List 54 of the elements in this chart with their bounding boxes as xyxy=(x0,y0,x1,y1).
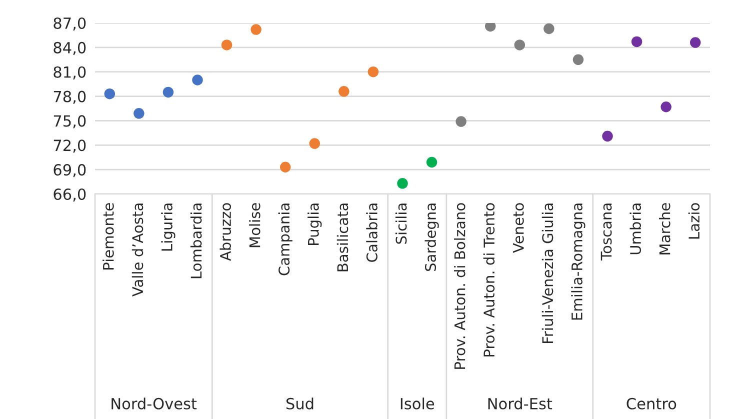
x-tick-label: Veneto xyxy=(513,203,524,253)
point xyxy=(309,138,320,149)
x-tick-label: Prov. Auton. di Trento xyxy=(483,203,495,356)
point xyxy=(631,36,642,48)
x-tick-label: Umbria xyxy=(630,204,642,254)
x-tick-label: Marche xyxy=(659,203,670,254)
text: Nord-Est xyxy=(488,398,552,410)
x-tick-label: Abruzzo xyxy=(220,203,232,261)
point xyxy=(544,23,554,34)
x-tick-label: Piemonte xyxy=(102,203,114,270)
text: Centro xyxy=(626,398,676,410)
x-tick-label: Campania xyxy=(278,204,292,276)
point xyxy=(514,40,526,50)
x-tick-label: Lombardia xyxy=(190,204,202,278)
point xyxy=(250,24,262,35)
point xyxy=(192,74,203,86)
y-tick-label: 81,0 xyxy=(54,66,86,80)
point xyxy=(397,178,408,189)
point xyxy=(660,101,672,112)
point xyxy=(280,162,291,173)
point xyxy=(602,130,613,142)
point xyxy=(134,108,144,119)
x-tick-label: Basilicata xyxy=(336,204,348,272)
point xyxy=(456,116,466,127)
x-tick-label: Lazio xyxy=(688,203,700,239)
x-tick-label: Toscana xyxy=(600,204,612,260)
y-tick-label: 75,0 xyxy=(54,115,86,128)
x-tick-label: Liguria xyxy=(161,204,176,251)
text: Nord-Ovest xyxy=(112,398,197,410)
x-tick-label: Puglia xyxy=(308,204,322,245)
x-tick-label: Emilia-Romagna xyxy=(571,204,586,320)
point xyxy=(221,40,232,50)
x-tick-label: Calabria xyxy=(366,204,378,262)
x-tick-label: Friuli-Venezia Giulia xyxy=(542,204,554,343)
x-tick-label: Prov. Auton. di Bolzano xyxy=(454,203,466,369)
point xyxy=(426,156,438,168)
x-tick-label: Sicilia xyxy=(395,204,407,244)
text: Isole xyxy=(400,398,434,410)
x-tick-label: Sardegna xyxy=(424,204,439,271)
point xyxy=(104,88,116,100)
point xyxy=(368,66,379,78)
y-tick-label: 69,0 xyxy=(54,164,86,178)
y-tick-label: 66,0 xyxy=(54,188,86,202)
point xyxy=(338,86,350,97)
y-tick-label: 72,0 xyxy=(54,140,86,153)
y-tick-label: 87,0 xyxy=(54,17,86,31)
x-tick-label: Molise xyxy=(249,203,260,248)
y-tick-label: 84,0 xyxy=(54,42,86,56)
y-tick-label: 78,0 xyxy=(54,90,86,104)
point xyxy=(572,54,584,66)
point xyxy=(690,37,701,48)
point xyxy=(162,86,174,98)
x-tick-label: Valle d’Aosta xyxy=(132,204,144,296)
text: Sud xyxy=(286,398,314,410)
